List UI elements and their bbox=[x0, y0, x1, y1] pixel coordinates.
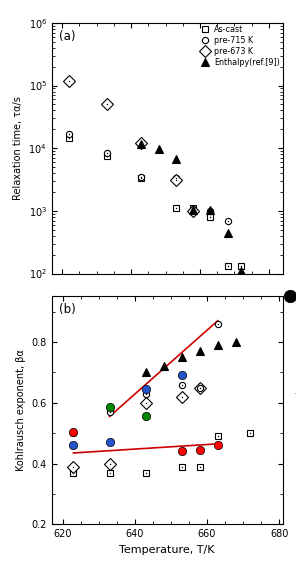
Y-axis label: Kohlrausch exponent, βα: Kohlrausch exponent, βα bbox=[16, 349, 26, 471]
Text: $T$: $T$ bbox=[294, 390, 296, 403]
Text: (b): (b) bbox=[59, 303, 75, 316]
Legend: As-cast, pre-715 K, pre-673 K, Enthalpy(ref.[9]): As-cast, pre-715 K, pre-673 K, Enthalpy(… bbox=[196, 25, 281, 68]
X-axis label: Temperature, T/K: Temperature, T/K bbox=[120, 545, 215, 555]
Text: (a): (a) bbox=[59, 30, 75, 43]
Y-axis label: Relaxation time, τα/s: Relaxation time, τα/s bbox=[13, 96, 23, 200]
